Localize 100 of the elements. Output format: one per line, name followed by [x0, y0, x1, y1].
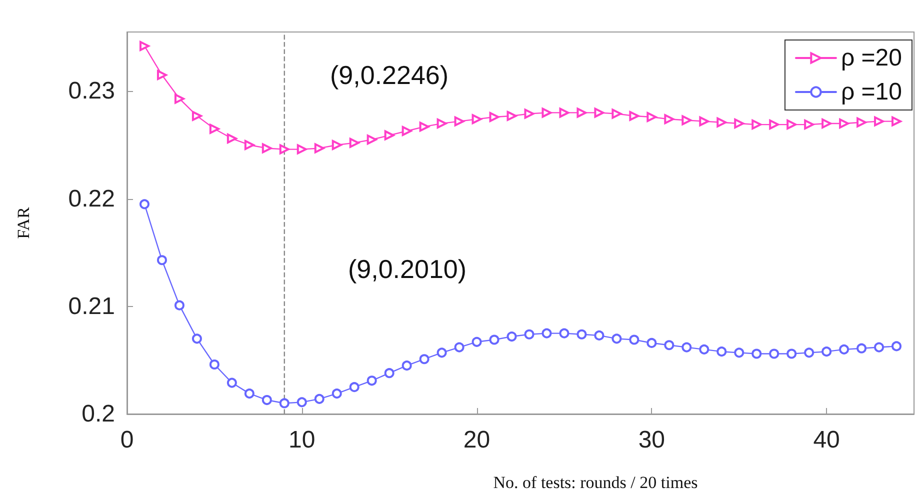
point	[489, 334, 500, 345]
point	[594, 108, 604, 118]
x-tick-label: 10	[288, 426, 316, 454]
point	[366, 134, 377, 145]
point	[559, 108, 570, 118]
point	[174, 300, 184, 310]
point	[296, 144, 307, 154]
point	[769, 348, 780, 359]
point	[384, 368, 394, 378]
point	[384, 130, 394, 140]
point	[419, 122, 430, 132]
point	[366, 376, 377, 386]
point	[769, 120, 780, 130]
point	[682, 115, 692, 126]
point	[524, 108, 534, 119]
point	[646, 338, 657, 348]
point	[594, 330, 604, 340]
point	[839, 344, 850, 354]
point	[524, 329, 534, 340]
point	[349, 138, 360, 148]
point	[244, 140, 254, 150]
point	[874, 342, 884, 352]
x-tick-label: 0	[120, 426, 134, 454]
point	[734, 348, 744, 358]
point	[646, 112, 657, 122]
point	[559, 328, 570, 338]
point	[786, 120, 797, 130]
point	[576, 108, 587, 118]
point	[156, 255, 167, 266]
point	[612, 108, 622, 119]
point	[682, 342, 692, 352]
point	[489, 112, 500, 122]
point	[262, 395, 272, 406]
point	[279, 398, 290, 408]
point	[454, 116, 464, 126]
legend-label: ρ =10	[840, 78, 902, 106]
point	[244, 388, 254, 399]
point	[506, 110, 517, 121]
point	[892, 116, 902, 126]
x-tick-label: 30	[638, 426, 666, 454]
point	[314, 394, 324, 404]
point	[734, 118, 744, 128]
y-tick-label: 0.2	[82, 400, 115, 428]
point	[454, 342, 464, 352]
point	[226, 378, 237, 388]
point	[139, 199, 150, 210]
point	[419, 354, 430, 364]
point	[752, 120, 762, 130]
y-tick-label: 0.22	[68, 185, 115, 212]
point	[804, 120, 814, 130]
point	[856, 343, 867, 354]
point	[716, 117, 727, 128]
point	[192, 334, 202, 344]
point	[472, 336, 482, 347]
point	[436, 348, 447, 358]
point	[332, 140, 342, 150]
point	[226, 134, 237, 144]
point	[629, 334, 640, 345]
point	[209, 360, 220, 370]
point	[699, 344, 710, 354]
point	[629, 110, 640, 121]
point	[786, 348, 797, 359]
x-tick-label: 40	[813, 426, 840, 454]
x-tick-label: 20	[463, 426, 490, 454]
x-axis-title: No. of tests: rounds / 20 times	[493, 473, 698, 492]
y-axis-title: FAR	[14, 206, 33, 239]
point	[174, 94, 184, 104]
point	[349, 382, 360, 392]
point	[699, 116, 710, 126]
point	[664, 340, 674, 350]
point	[752, 348, 762, 359]
point	[314, 143, 324, 154]
point	[296, 397, 307, 408]
point	[332, 388, 342, 399]
point	[664, 114, 674, 124]
point	[192, 110, 202, 121]
point	[822, 346, 832, 357]
point	[542, 328, 552, 338]
point	[472, 114, 482, 124]
legend-label: ρ =20	[840, 44, 902, 72]
point	[576, 329, 587, 340]
point	[209, 124, 220, 134]
annotation: (9,0.2246)	[330, 60, 449, 90]
point	[856, 117, 867, 128]
point	[279, 144, 290, 154]
point	[804, 348, 814, 358]
point	[892, 341, 902, 352]
y-tick-label: 0.21	[68, 292, 115, 320]
y-tick-label: 0.23	[68, 78, 115, 105]
point	[874, 116, 884, 126]
point	[542, 108, 552, 118]
point	[262, 143, 272, 154]
point	[612, 334, 622, 344]
point	[402, 126, 412, 136]
point	[156, 70, 167, 80]
point	[716, 346, 727, 357]
point	[839, 118, 850, 128]
point	[436, 118, 447, 128]
point	[822, 118, 832, 128]
point	[506, 332, 517, 342]
